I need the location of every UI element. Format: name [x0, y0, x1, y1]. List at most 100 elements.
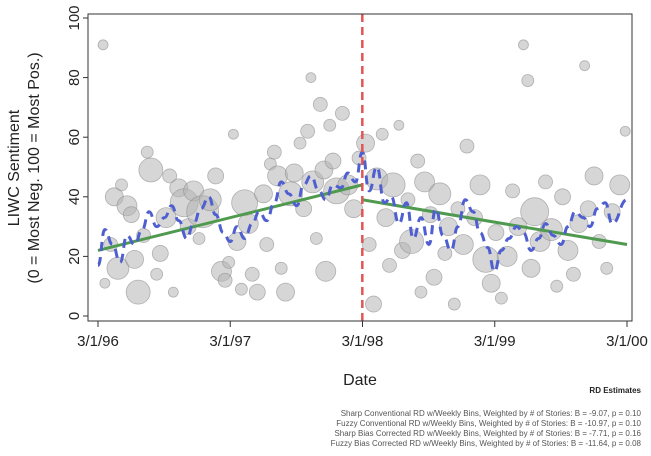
bubble-point — [494, 291, 508, 305]
bubble-point — [579, 60, 591, 72]
bubble-point — [122, 206, 140, 224]
x-axis: 3/1/96 3/1/97 3/1/98 3/1/99 3/1/00 — [77, 321, 648, 350]
bubble-point — [518, 39, 529, 51]
y-axis-title-line2: (0 = Most Neg. 100 = Most Pos.) — [26, 52, 43, 283]
bubble-point — [566, 266, 581, 282]
bubble-point — [382, 257, 397, 273]
bubble-point — [557, 240, 579, 261]
bubble-point — [365, 295, 382, 313]
y-tick-label: 60 — [66, 129, 83, 146]
fit-line — [362, 198, 628, 246]
bubble-point — [115, 178, 128, 192]
bubble-point — [469, 174, 491, 196]
bubble-point — [259, 237, 275, 252]
bubble-point — [222, 255, 236, 269]
bubble-point — [151, 245, 169, 262]
bubble-point — [554, 188, 571, 206]
bubble-point — [356, 133, 375, 153]
bubble-point — [414, 171, 435, 193]
bubble-point — [376, 208, 396, 228]
fit-line-layer — [97, 183, 628, 252]
bubble-point — [425, 268, 443, 286]
x-tick-label: 3/1/99 — [474, 333, 516, 350]
bubble-point — [99, 277, 111, 289]
bubble-point — [472, 245, 500, 273]
bubble-point — [254, 184, 273, 204]
bubble-point — [125, 279, 151, 305]
bubble-point — [538, 174, 553, 190]
plot-frame — [87, 13, 633, 322]
bubble-point — [375, 127, 389, 141]
bubble-point — [309, 232, 323, 245]
bubble-point — [380, 172, 406, 198]
y-tick-label: 40 — [66, 188, 83, 205]
bubble-point — [393, 119, 405, 131]
bubble-point — [305, 72, 317, 83]
bubble-layer — [97, 39, 631, 313]
notes-heading: RD Estimates — [589, 386, 641, 395]
bubble-point — [344, 199, 364, 219]
rd-estimates-notes: RD Estimates Sharp Conventional RD w/Wee… — [201, 386, 641, 449]
bubble-point — [505, 183, 520, 199]
bubble-point — [459, 138, 475, 154]
bubble-point — [167, 286, 179, 298]
x-tick-label: 3/1/97 — [209, 333, 251, 350]
x-axis-title: Date — [343, 372, 377, 389]
bubble-point — [619, 125, 631, 137]
bubble-point — [248, 283, 266, 301]
bubble-point — [274, 261, 288, 275]
notes-line: Sharp Bias Corrected RD w/Weekly Bins, W… — [334, 429, 641, 438]
x-tick-label: 3/1/98 — [342, 333, 384, 350]
y-axis-title-line1: LIWC Sentiment — [6, 109, 23, 226]
bubble-point — [428, 182, 452, 206]
bubble-point — [481, 273, 501, 293]
bubble-point — [276, 282, 295, 302]
y-tick-label: 20 — [66, 248, 83, 265]
bubble-point — [487, 224, 505, 241]
smoother-layer — [96, 150, 628, 273]
bubble-point — [125, 249, 144, 269]
bubble-point — [244, 266, 260, 282]
bubble-point — [284, 163, 304, 183]
bubble-point — [140, 145, 154, 159]
notes-line: Fuzzy Bias Corrected RD w/Weekly Bins, W… — [330, 439, 641, 448]
bubble-point — [293, 136, 307, 150]
bubble-point — [266, 144, 282, 160]
y-tick-label: 0 — [66, 312, 83, 320]
bubble-point — [579, 200, 597, 218]
bubble-point — [600, 261, 614, 275]
bubble-point — [335, 105, 350, 121]
bubble-point — [447, 297, 461, 311]
bubble-point — [520, 197, 550, 227]
bubble-point — [399, 229, 424, 254]
x-tick-label: 3/1/00 — [606, 333, 648, 350]
bubble-point — [162, 168, 178, 184]
bubble-point — [315, 260, 337, 282]
bubble-point — [324, 152, 342, 170]
bubble-point — [550, 279, 564, 293]
bubble-point — [414, 285, 428, 299]
bubble-point — [521, 74, 535, 87]
bubble-point — [138, 157, 164, 183]
bubble-point — [207, 167, 225, 185]
bubble-point — [234, 282, 248, 296]
bubble-point — [150, 267, 164, 281]
notes-line: Fuzzy Conventional RD w/Weekly Bins, Wei… — [336, 419, 641, 428]
bubble-point — [97, 39, 109, 51]
bubble-point — [584, 166, 604, 186]
bubble-point — [361, 237, 377, 252]
notes-line: Sharp Conventional RD w/Weekly Bins, Wei… — [340, 409, 641, 418]
bubble-point — [192, 232, 206, 245]
bubble-point — [312, 97, 328, 112]
bubble-point — [300, 123, 316, 139]
bubble-point — [410, 153, 426, 169]
bubble-point — [217, 272, 233, 288]
bubble-point — [337, 174, 359, 196]
bubble-point — [323, 118, 337, 132]
bubble-point — [228, 128, 239, 140]
bubble-point — [609, 174, 631, 196]
y-axis: 0 20 40 60 80 100 — [66, 5, 88, 320]
fit-line — [97, 183, 363, 252]
bubble-point — [521, 258, 541, 278]
